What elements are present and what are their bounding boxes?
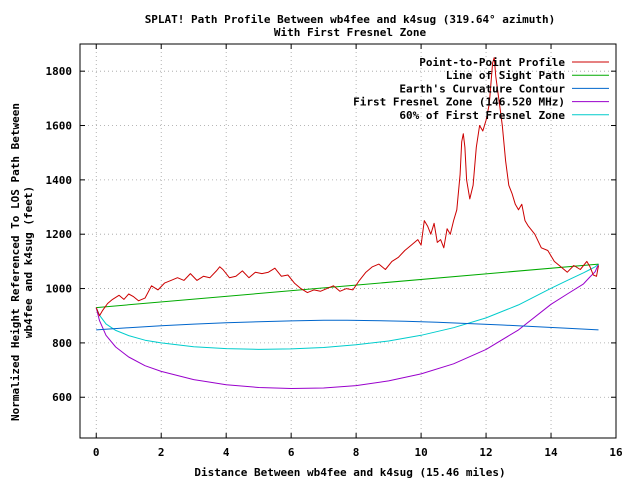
chart-title: SPLAT! Path Profile Between wb4fee and k… bbox=[145, 13, 556, 26]
y-tick-label: 1600 bbox=[46, 120, 73, 133]
x-tick-label: 8 bbox=[353, 446, 360, 459]
x-tick-label: 16 bbox=[609, 446, 623, 459]
x-tick-label: 14 bbox=[544, 446, 558, 459]
x-tick-label: 6 bbox=[288, 446, 295, 459]
chart-subtitle: With First Fresnel Zone bbox=[274, 26, 427, 39]
y-tick-label: 1200 bbox=[46, 228, 73, 241]
legend-label-4: 60% of First Fresnel Zone bbox=[399, 109, 565, 122]
x-tick-label: 0 bbox=[93, 446, 100, 459]
legend-label-2: Earth's Curvature Contour bbox=[399, 82, 565, 95]
y-tick-label: 800 bbox=[52, 337, 72, 350]
y-axis-label-line-2: wb4fee and k4sug (feet) bbox=[22, 186, 35, 338]
series-line-3 bbox=[95, 263, 599, 389]
y-tick-label: 1400 bbox=[46, 174, 73, 187]
legend-label-3: First Fresnel Zone (146.520 MHz) bbox=[353, 96, 565, 109]
axis-ticks: 0 2 4 6 8 10 12 14 16 600 800 1000 1200 1400 1600 1800 bbox=[46, 44, 623, 459]
series-group bbox=[95, 57, 599, 389]
y-tick-label: 600 bbox=[52, 391, 72, 404]
legend-label-0: Point-to-Point Profile bbox=[419, 56, 565, 69]
x-tick-label: 12 bbox=[479, 446, 492, 459]
series-line-0 bbox=[95, 57, 599, 317]
series-line-1 bbox=[96, 263, 599, 309]
y-tick-label: 1800 bbox=[46, 65, 73, 78]
x-axis-label: Distance Between wb4fee and k4sug (15.46… bbox=[194, 466, 505, 479]
plot-frame bbox=[79, 43, 617, 439]
x-tick-label: 10 bbox=[414, 446, 427, 459]
y-axis-label-line-1: Normalized Height Referenced To LOS Path… bbox=[9, 103, 22, 421]
series-line-4 bbox=[95, 263, 599, 350]
legend-label-1: Line of Sight Path bbox=[446, 69, 565, 82]
y-tick-label: 1000 bbox=[46, 283, 73, 296]
x-tick-label: 4 bbox=[223, 446, 230, 459]
x-tick-label: 2 bbox=[158, 446, 165, 459]
series-line-2 bbox=[96, 319, 599, 331]
